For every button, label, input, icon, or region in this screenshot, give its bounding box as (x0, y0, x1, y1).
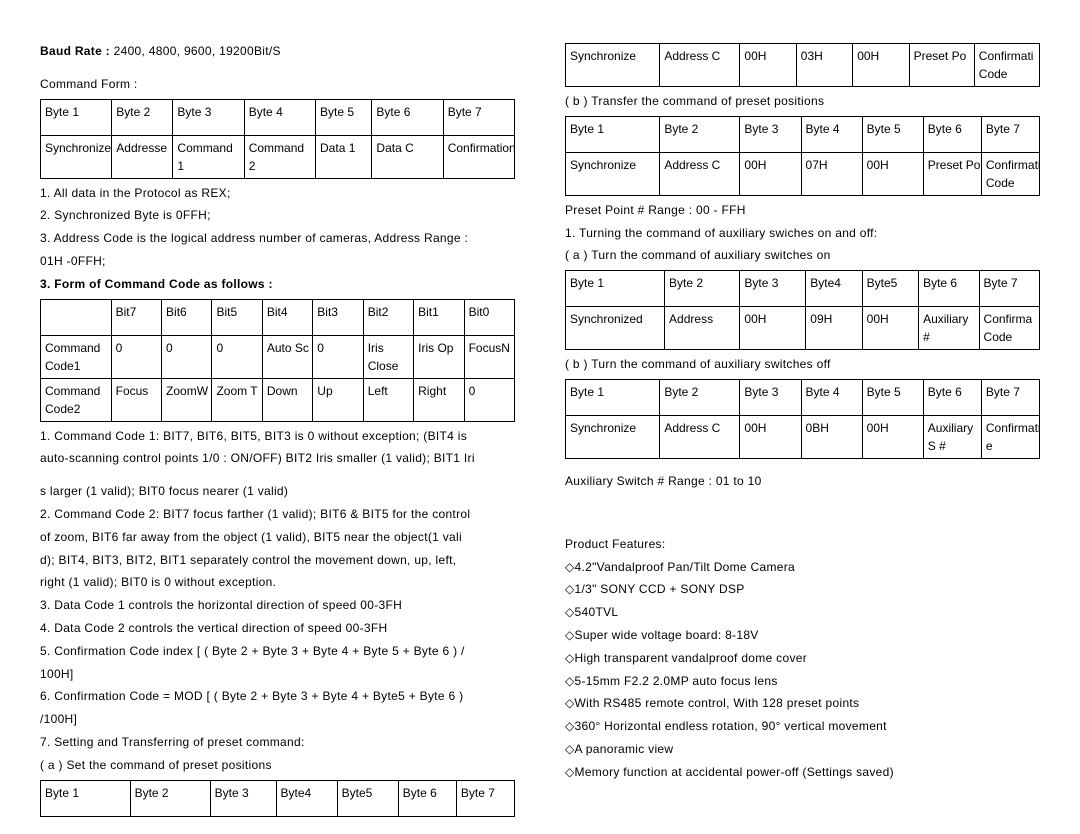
feature-9: ◇A panoramic view (565, 738, 1040, 761)
table-aux-on: Byte 1 Byte 2 Byte 3 Byte4 Byte5 Byte 6 … (565, 270, 1040, 350)
aux-1: 1. Turning the command of auxiliary swic… (565, 222, 1040, 245)
feature-5: ◇High transparent vandalproof dome cover (565, 647, 1040, 670)
p3: s larger (1 valid); BIT0 focus nearer (1… (40, 480, 515, 503)
table-row: Synchronize Addresse Command 1 Command 2… (41, 135, 515, 178)
table-row: Bit7 Bit6 Bit5 Bit4 Bit3 Bit2 Bit1 Bit0 (41, 299, 515, 335)
p7: right (1 valid); BIT0 is 0 without excep… (40, 571, 515, 594)
p2: auto-scanning control points 1/0 : ON/OF… (40, 447, 515, 470)
aux-2: ( a ) Turn the command of auxiliary swit… (565, 244, 1040, 267)
command-form: Command Form : (40, 73, 515, 96)
table-row: Synchronize Address C 00H 07H 00H Preset… (566, 152, 1040, 195)
baud-value: 2400, 4800, 9600, 19200Bit/S (114, 44, 281, 58)
feature-8: ◇360° Horizontal endless rotation, 90° v… (565, 715, 1040, 738)
table-preset-set-header: Byte 1 Byte 2 Byte 3 Byte4 Byte5 Byte 6 … (40, 780, 515, 817)
aux-range: Auxiliary Switch # Range : 01 to 10 (565, 470, 1040, 493)
feature-4: ◇Super wide voltage board: 8-18V (565, 624, 1040, 647)
p12: 7. Setting and Transferring of preset co… (40, 731, 515, 754)
feature-6: ◇5-15mm F2.2 2.0MP auto focus lens (565, 670, 1040, 693)
table-row: Byte 1 Byte 2 Byte 3 Byte4 Byte5 Byte 6 … (566, 271, 1040, 307)
p9: 4. Data Code 2 controls the vertical dir… (40, 617, 515, 640)
aux-3: ( b ) Turn the command of auxiliary swit… (565, 353, 1040, 376)
note-3b: 01H -0FFH; (40, 250, 515, 273)
baud-line: Baud Rate : 2400, 4800, 9600, 19200Bit/S (40, 40, 515, 63)
table-row: Byte 1 Byte 2 Byte 3 Byte4 Byte5 Byte 6 … (41, 780, 515, 816)
p1: 1. Command Code 1: BIT7, BIT6, BIT5, BIT… (40, 425, 515, 448)
p11b: /100H] (40, 708, 515, 731)
right-column: Synchronize Address C 00H 03H 00H Preset… (565, 40, 1040, 794)
feature-10: ◇Memory function at accidental power-off… (565, 761, 1040, 784)
table-bits: Bit7 Bit6 Bit5 Bit4 Bit3 Bit2 Bit1 Bit0 … (40, 299, 515, 422)
table-row: Byte 1 Byte 2 Byte 3 Byte 4 Byte 5 Byte … (41, 99, 515, 135)
table-row: Synchronize Address C 00H 0BH 00H Auxili… (566, 415, 1040, 458)
note-2: 2. Synchronized Byte is 0FFH; (40, 204, 515, 227)
rb: ( b ) Transfer the command of preset pos… (565, 90, 1040, 113)
left-column: Baud Rate : 2400, 4800, 9600, 19200Bit/S… (40, 40, 515, 794)
feature-2: ◇1/3" SONY CCD + SONY DSP (565, 578, 1040, 601)
note-3: 3. Address Code is the logical address n… (40, 227, 515, 250)
feature-1: ◇4.2"Vandalproof Pan/Tilt Dome Camera (565, 556, 1040, 579)
table-row: Synchronize Address C 00H 03H 00H Preset… (566, 44, 1040, 87)
table-row: Command Code1 0 0 0 Auto Sc 0 Iris Close… (41, 335, 515, 378)
note-1: 1. All data in the Protocol as REX; (40, 182, 515, 205)
table-row: Byte 1 Byte 2 Byte 3 Byte 4 Byte 5 Byte … (566, 379, 1040, 415)
p13: ( a ) Set the command of preset position… (40, 754, 515, 777)
feature-7: ◇With RS485 remote control, With 128 pre… (565, 692, 1040, 715)
table-preset-transfer: Byte 1 Byte 2 Byte 3 Byte 4 Byte 5 Byte … (565, 116, 1040, 196)
product-features-title: Product Features: (565, 533, 1040, 556)
page: Baud Rate : 2400, 4800, 9600, 19200Bit/S… (0, 0, 1080, 834)
p11: 6. Confirmation Code = MOD [ ( Byte 2 + … (40, 685, 515, 708)
table-row: Command Code2 Focus ZoomW Zoom T Down Up… (41, 378, 515, 421)
heading-3: 3. Form of Command Code as follows : (40, 273, 515, 296)
table-row: Byte 1 Byte 2 Byte 3 Byte 4 Byte 5 Byte … (566, 116, 1040, 152)
table-preset-set-row: Synchronize Address C 00H 03H 00H Preset… (565, 43, 1040, 87)
p10b: 100H] (40, 663, 515, 686)
p10: 5. Confirmation Code index [ ( Byte 2 + … (40, 640, 515, 663)
p5: of zoom, BIT6 far away from the object (… (40, 526, 515, 549)
p4: 2. Command Code 2: BIT7 focus farther (1… (40, 503, 515, 526)
table-aux-off: Byte 1 Byte 2 Byte 3 Byte 4 Byte 5 Byte … (565, 379, 1040, 459)
p8: 3. Data Code 1 controls the horizontal d… (40, 594, 515, 617)
baud-label: Baud Rate : (40, 44, 110, 58)
table-command-form: Byte 1 Byte 2 Byte 3 Byte 4 Byte 5 Byte … (40, 99, 515, 179)
feature-3: ◇540TVL (565, 601, 1040, 624)
table-row: Synchronized Address 00H 09H 00H Auxilia… (566, 307, 1040, 350)
p6: d); BIT4, BIT3, BIT2, BIT1 separately co… (40, 549, 515, 572)
preset-range: Preset Point # Range : 00 - FFH (565, 199, 1040, 222)
